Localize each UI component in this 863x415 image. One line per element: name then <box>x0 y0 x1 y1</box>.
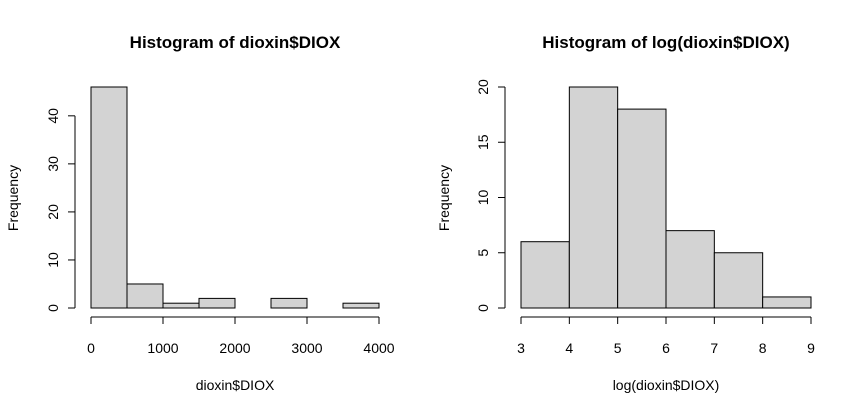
y-axis: 0 10 20 30 40 <box>45 108 76 312</box>
histogram-bar <box>270 297 308 309</box>
chart-title: Histogram of log(dioxin$DIOX) <box>542 33 789 52</box>
x-tick-label: 4000 <box>363 340 394 356</box>
y-axis: 0 5 10 15 20 <box>475 79 506 312</box>
bar-group <box>520 86 812 309</box>
y-tick-label: 0 <box>45 304 61 312</box>
x-axis-label: dioxin$DIOX <box>196 377 275 393</box>
histogram-bar <box>520 241 570 309</box>
y-tick-label: 30 <box>45 156 61 172</box>
histogram-bar <box>342 302 380 309</box>
histogram-bar <box>665 230 715 309</box>
histogram-bar <box>762 296 812 309</box>
histogram-panel-log-diox: Histogram of log(dioxin$DIOX) log(dioxin… <box>436 33 815 393</box>
x-axis: 0 1000 2000 3000 4000 <box>87 316 395 356</box>
y-tick-label: 15 <box>475 134 491 150</box>
y-tick-label: 10 <box>475 190 491 206</box>
x-tick-label: 0 <box>87 340 95 356</box>
y-tick-label: 40 <box>45 108 61 124</box>
bar-group <box>90 86 380 309</box>
x-tick-label: 1000 <box>147 340 178 356</box>
y-tick-label: 0 <box>475 304 491 312</box>
x-tick-label: 7 <box>710 340 718 356</box>
x-tick-label: 5 <box>614 340 622 356</box>
histogram-bar <box>90 86 128 309</box>
x-tick-label: 4 <box>565 340 573 356</box>
x-axis-label: log(dioxin$DIOX) <box>613 377 720 393</box>
x-tick-label: 6 <box>662 340 670 356</box>
histogram-panel-diox: Histogram of dioxin$DIOX dioxin$DIOX Fre… <box>5 33 395 393</box>
y-tick-label: 20 <box>45 204 61 220</box>
x-tick-label: 3 <box>517 340 525 356</box>
histogram-bar <box>162 302 200 309</box>
histogram-bar <box>713 252 764 309</box>
y-axis-label: Frequency <box>5 165 21 231</box>
histogram-bar <box>198 297 236 309</box>
histogram-bar <box>126 283 164 309</box>
chart-title: Histogram of dioxin$DIOX <box>130 33 341 52</box>
y-tick-label: 10 <box>45 252 61 268</box>
y-tick-label: 20 <box>475 79 491 95</box>
histogram-bar <box>568 86 619 309</box>
x-tick-label: 8 <box>759 340 767 356</box>
histogram-bar <box>617 108 667 309</box>
y-tick-label: 5 <box>475 249 491 257</box>
x-axis: 3 4 5 6 7 8 9 <box>517 316 815 356</box>
x-tick-label: 3000 <box>291 340 322 356</box>
y-axis-label: Frequency <box>436 165 452 231</box>
x-tick-label: 9 <box>807 340 815 356</box>
x-tick-label: 2000 <box>219 340 250 356</box>
